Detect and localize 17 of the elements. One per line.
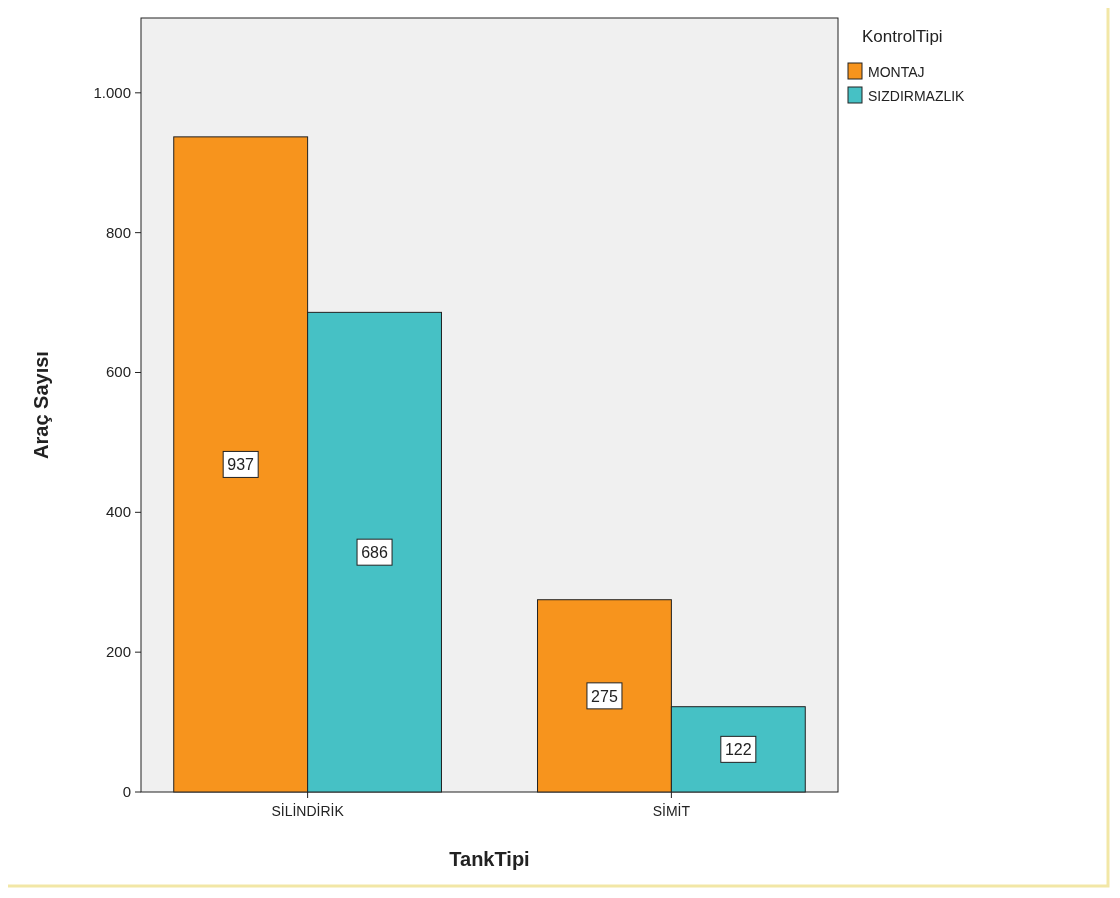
y-tick-label: 400: [105, 503, 131, 521]
legend-label: MONTAJ: [868, 64, 925, 80]
data-label: 275: [591, 687, 618, 705]
y-tick-label: 0: [122, 783, 131, 800]
legend-label: SIZDIRMAZLIK: [868, 88, 966, 104]
y-tick-label: 800: [105, 223, 131, 241]
legend-title: KontrolTipi: [862, 27, 943, 46]
y-tick-label: 600: [105, 363, 131, 381]
x-axis-title: TankTipi: [449, 848, 530, 870]
y-tick-label: 200: [105, 643, 131, 661]
data-label: 122: [724, 741, 752, 759]
x-tick-label: SİLİNDİRİK: [271, 802, 345, 819]
x-tick-label: SİMİT: [652, 802, 691, 819]
y-tick-label: 1.000: [93, 83, 131, 101]
y-axis-title: Araç Sayısı: [30, 351, 52, 459]
data-label: 937: [227, 456, 255, 474]
data-label: 686: [361, 544, 388, 562]
